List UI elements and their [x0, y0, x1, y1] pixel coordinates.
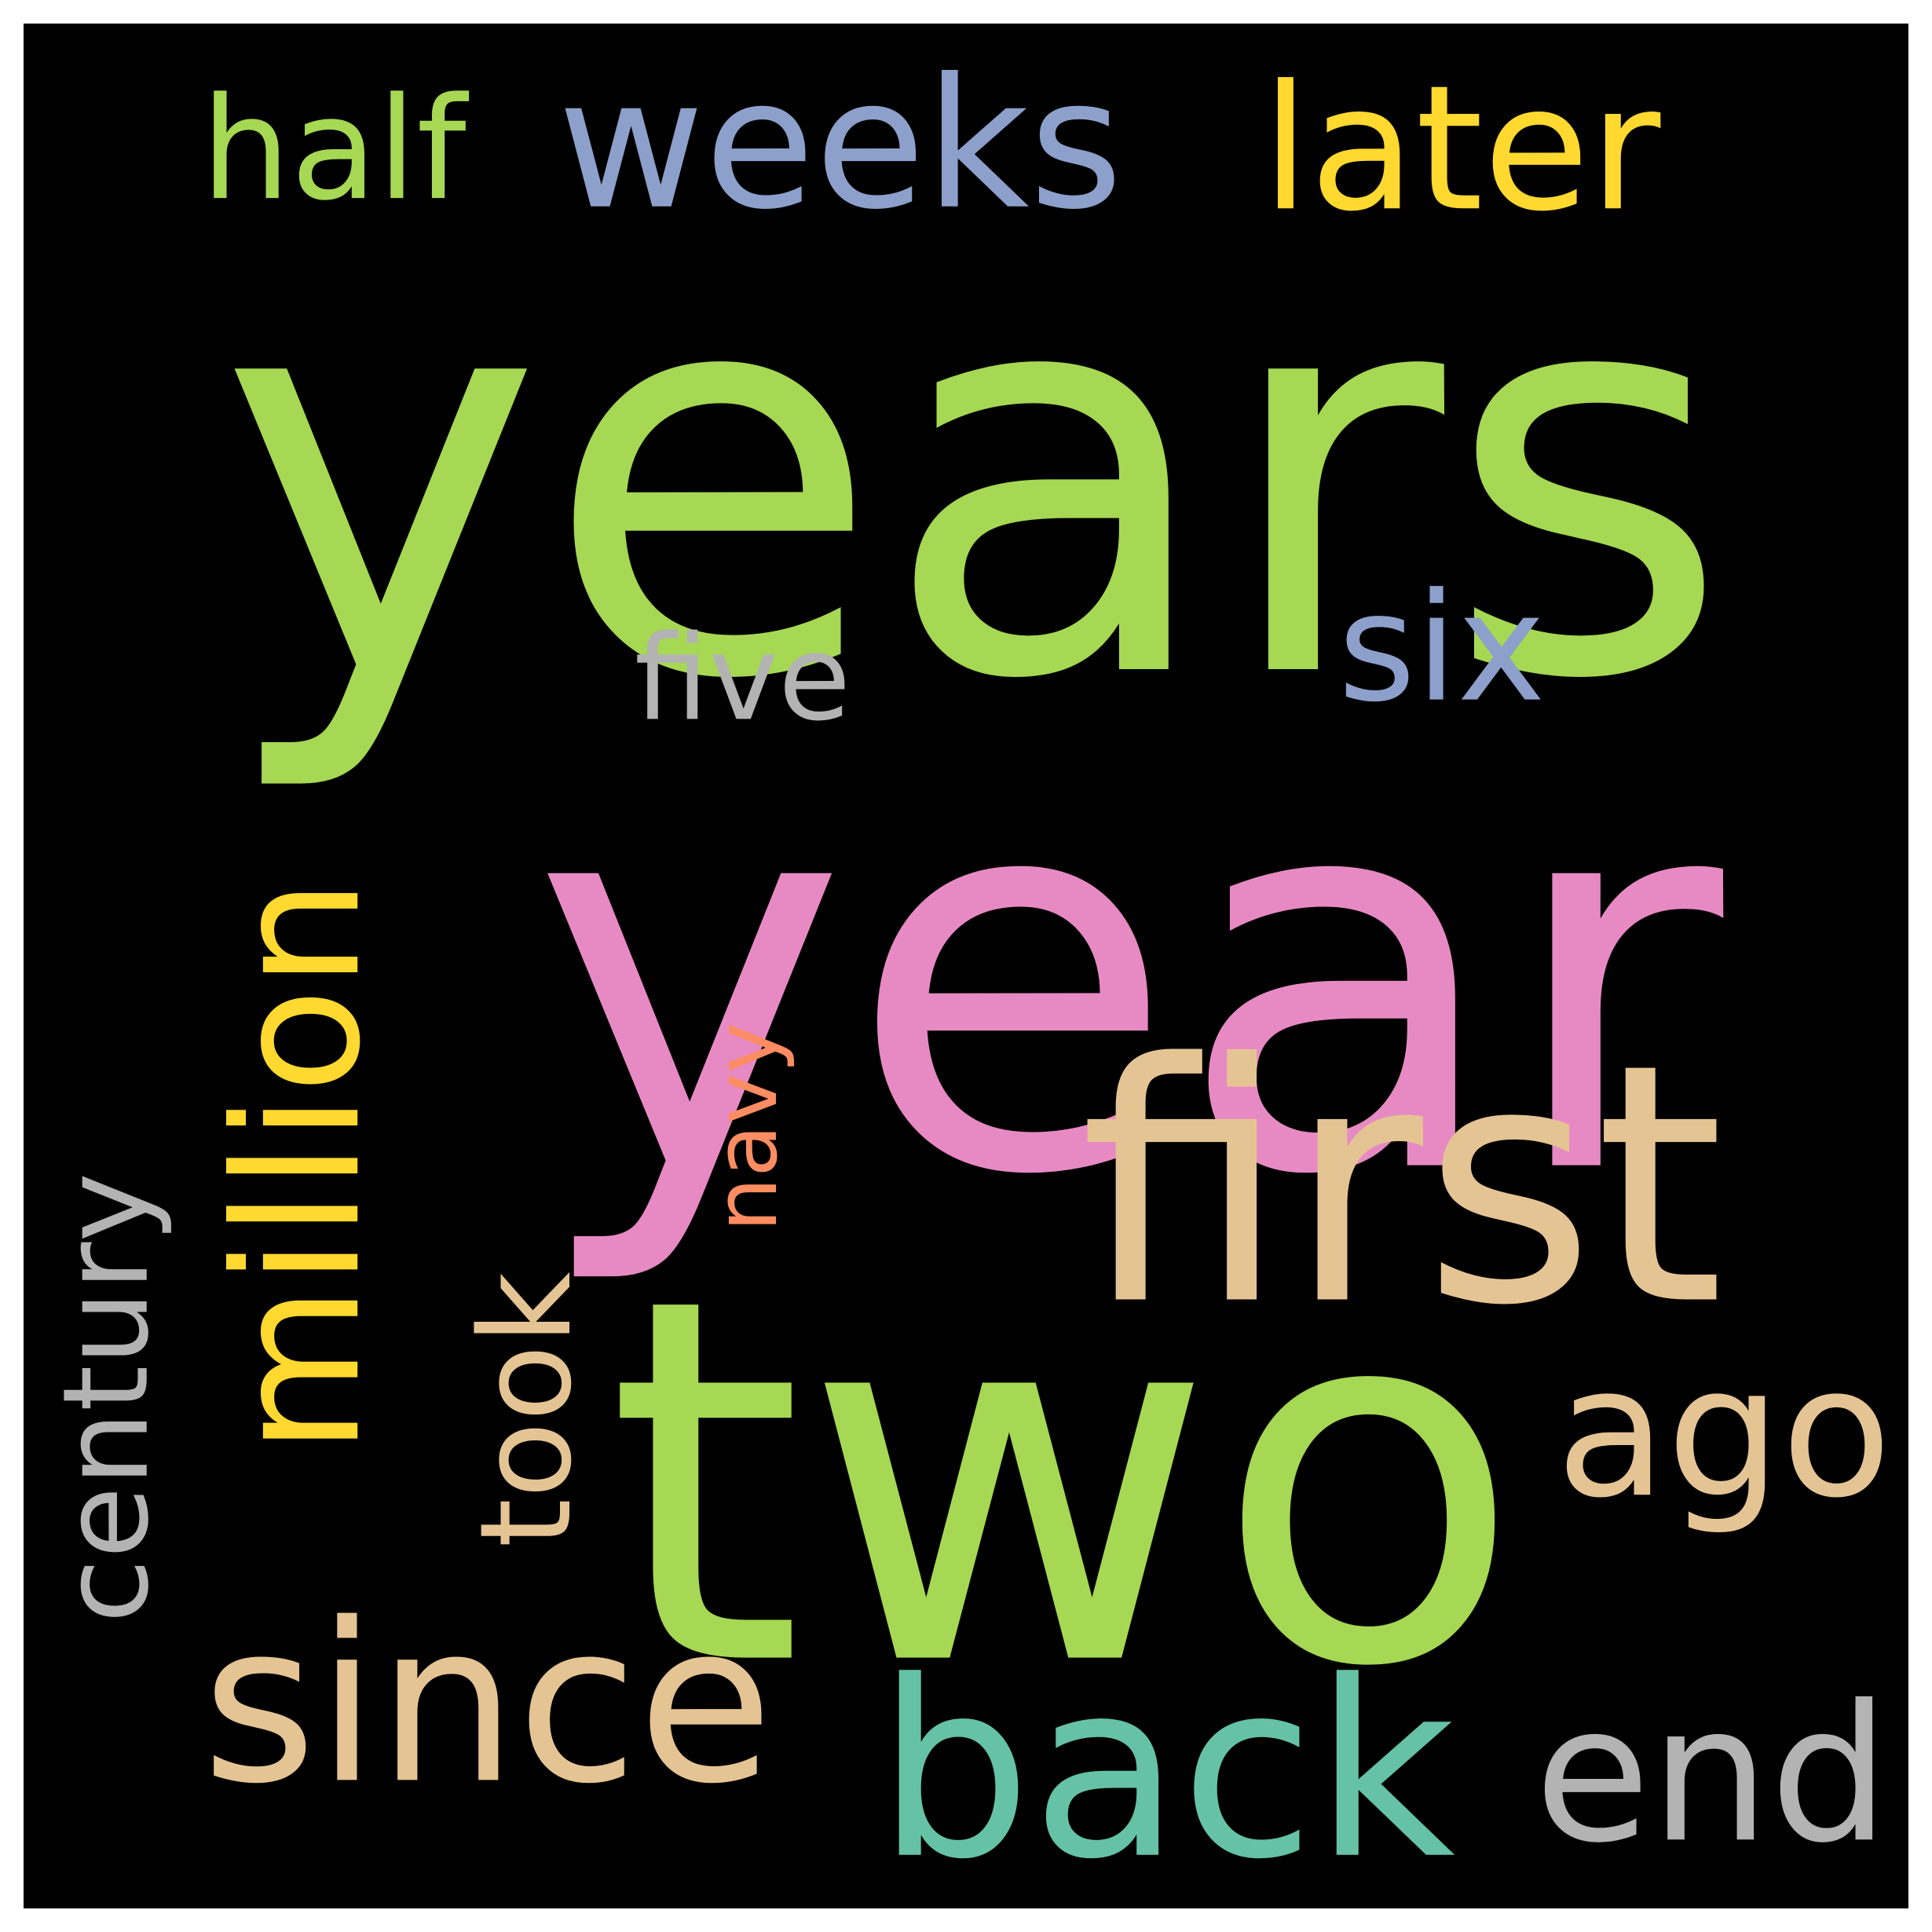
- word-six: six: [1337, 560, 1546, 735]
- word-navy: navy: [695, 1022, 796, 1232]
- word-ago: ago: [1556, 1327, 1892, 1539]
- word-since: since: [201, 1575, 773, 1832]
- word-two: two: [606, 1191, 1523, 1777]
- word-back: back: [876, 1628, 1456, 1908]
- word-million: million: [196, 878, 399, 1454]
- word-end: end: [1534, 1664, 1890, 1885]
- word-weeks: weeks: [557, 40, 1123, 250]
- word-year: year: [531, 670, 1723, 1292]
- word-first: first: [1079, 993, 1725, 1378]
- word-five: five: [634, 610, 851, 748]
- word-later: later: [1261, 48, 1660, 250]
- word-cloud-canvas: years year two first million since back …: [24, 24, 1908, 1908]
- word-years: years: [218, 159, 1731, 800]
- word-century: century: [37, 1172, 175, 1624]
- word-half: half: [200, 66, 467, 232]
- word-took: took: [453, 1272, 599, 1548]
